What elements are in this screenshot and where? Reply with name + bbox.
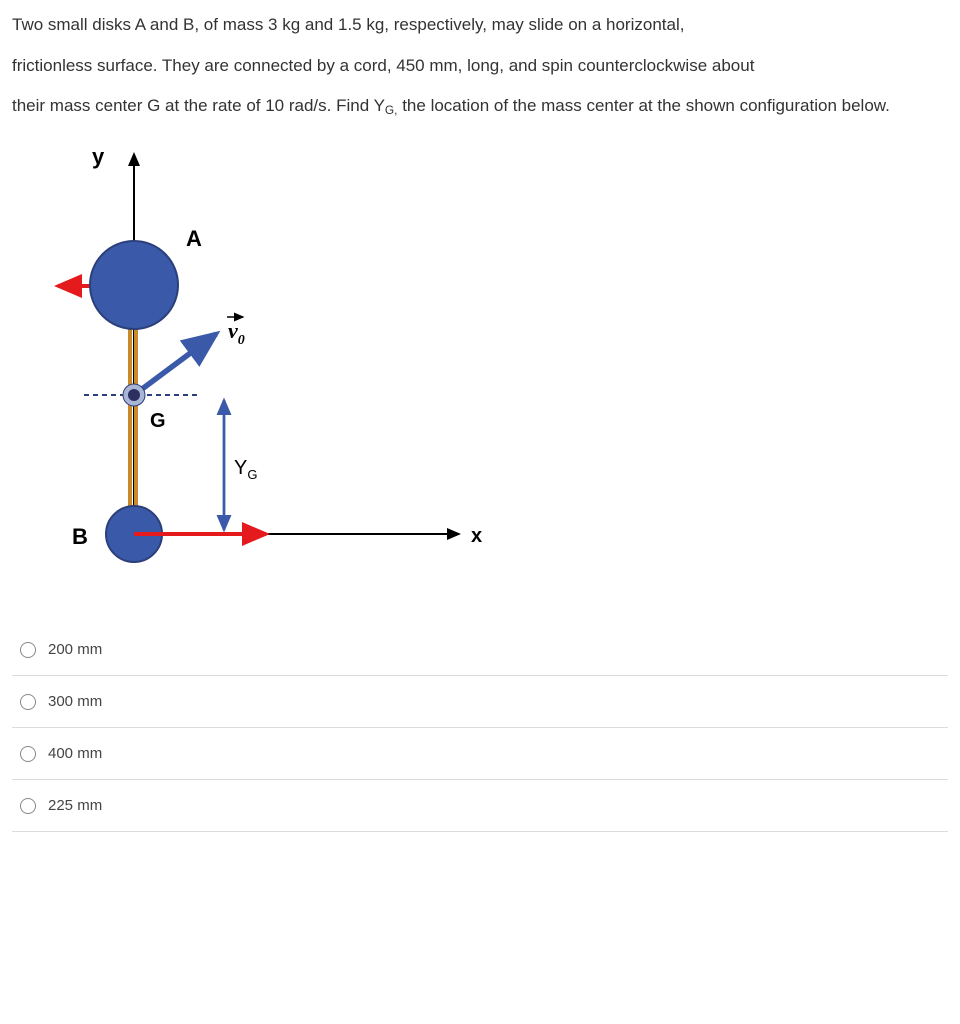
svg-text:YG: YG [234,457,257,482]
radio-icon [20,798,36,814]
svg-text:y: y [92,144,105,169]
svg-text:A: A [186,226,202,251]
question-line-1: Two small disks A and B, of mass 3 kg an… [12,10,948,41]
answer-options: 200 mm 300 mm 400 mm 225 mm [12,624,948,832]
svg-text:G: G [150,410,166,432]
svg-text:B: B [72,524,88,549]
physics-diagram: y x A Bv0 G YG [24,144,484,574]
option-label: 300 mm [48,688,102,715]
option-label: 400 mm [48,740,102,767]
radio-icon [20,642,36,658]
question-text: Two small disks A and B, of mass 3 kg an… [12,10,948,122]
option-1[interactable]: 200 mm [12,624,948,676]
option-label: 225 mm [48,792,102,819]
option-3[interactable]: 400 mm [12,728,948,780]
option-4[interactable]: 225 mm [12,780,948,832]
figure: y x A Bv0 G YG [24,144,948,585]
radio-icon [20,746,36,762]
question-line-2: frictionless surface. They are connected… [12,51,948,82]
svg-text:x: x [471,525,482,547]
radio-icon [20,694,36,710]
option-label: 200 mm [48,636,102,663]
question-line-3: their mass center G at the rate of 10 ra… [12,91,948,122]
svg-text:v0: v0 [228,318,245,348]
option-2[interactable]: 300 mm [12,676,948,728]
